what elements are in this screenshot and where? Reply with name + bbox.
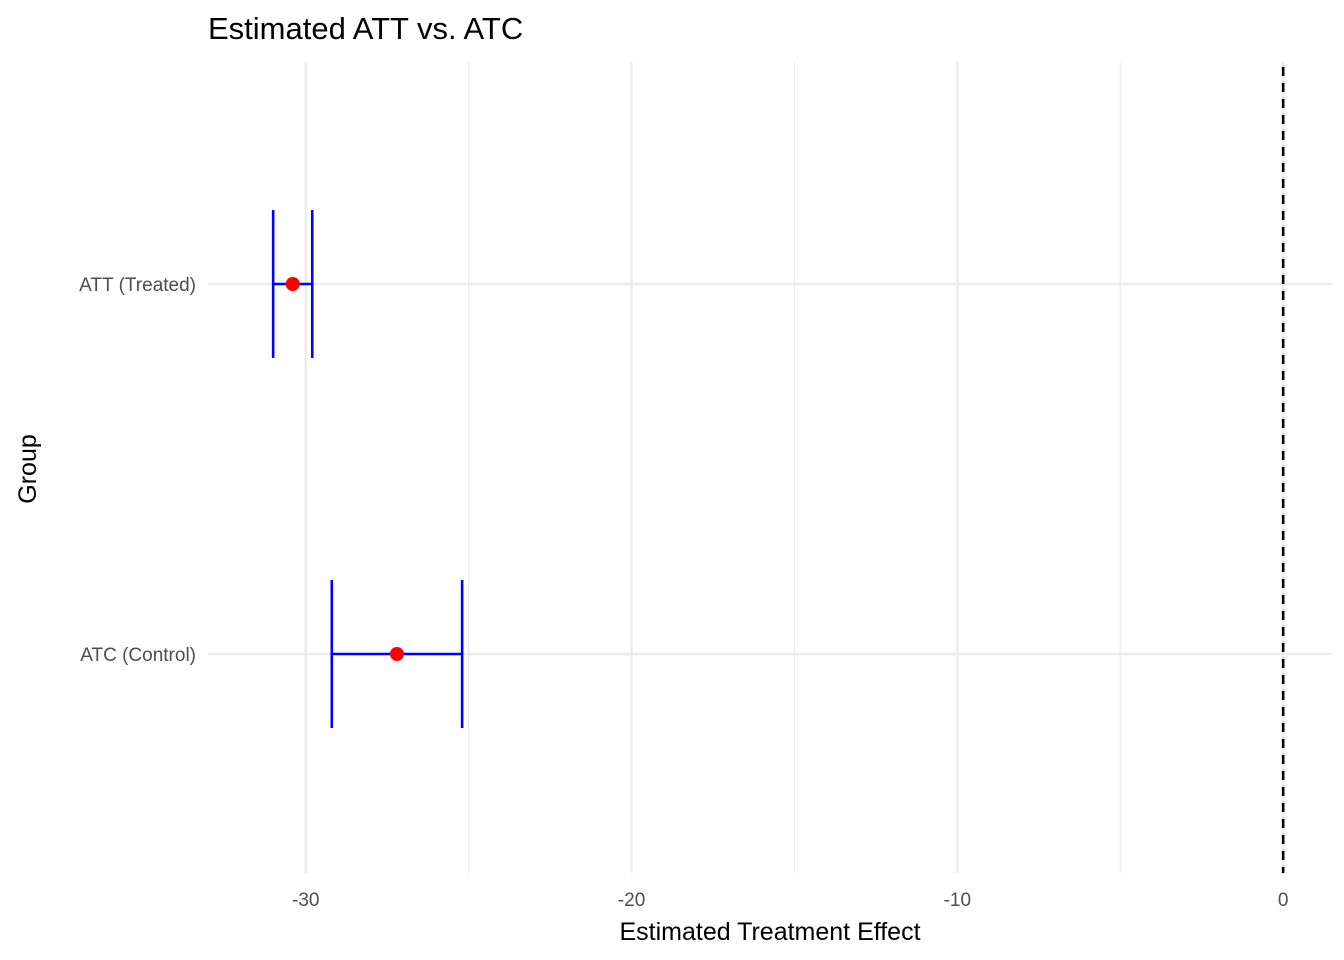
x-tick-label: 0 xyxy=(1278,890,1289,911)
y-tick-label: ATT (Treated) xyxy=(79,275,196,296)
x-axis-title: Estimated Treatment Effect xyxy=(619,918,920,946)
y-axis-ticks: ATT (Treated) ATC (Control) xyxy=(79,275,196,666)
y-axis-title: Group xyxy=(14,434,42,503)
x-axis-ticks: -30 -20 -10 0 xyxy=(292,890,1288,911)
grid xyxy=(208,62,1332,873)
plot-title: Estimated ATT vs. ATC xyxy=(208,11,523,46)
y-tick-label: ATC (Control) xyxy=(80,645,196,666)
estimate-point xyxy=(285,277,300,291)
marks xyxy=(271,210,464,728)
x-tick-label: -10 xyxy=(944,890,971,911)
x-tick-label: -30 xyxy=(292,890,319,911)
estimate-point xyxy=(389,647,404,661)
x-tick-label: -20 xyxy=(618,890,645,911)
